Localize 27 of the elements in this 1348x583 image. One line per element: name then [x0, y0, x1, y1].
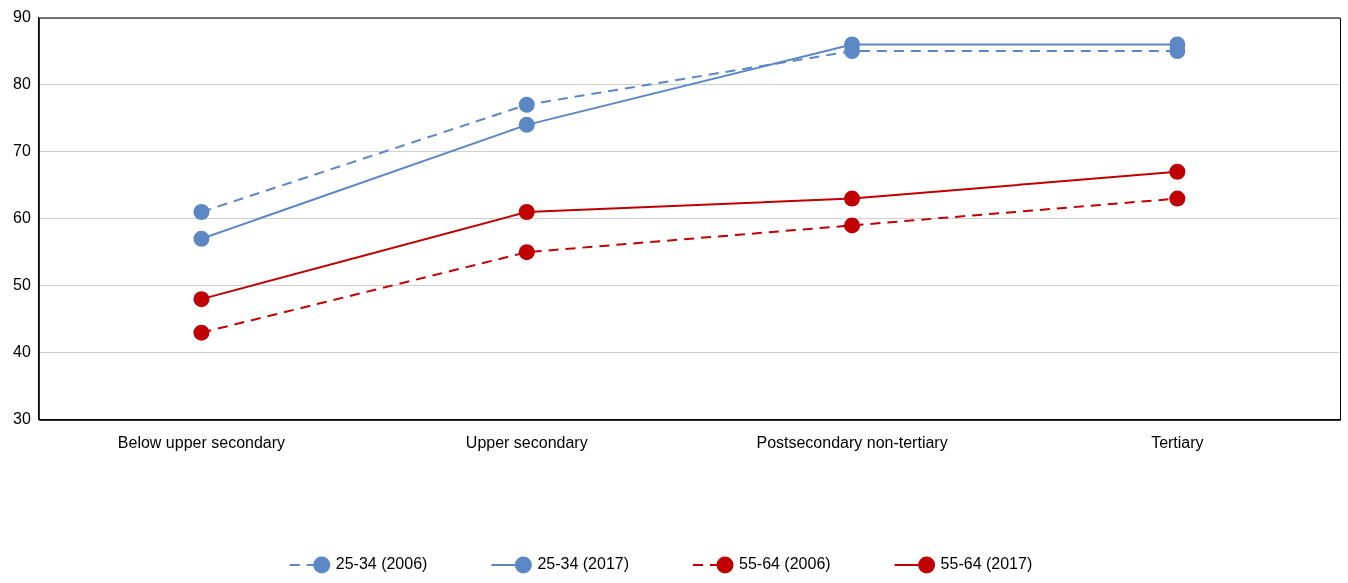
point [1169, 163, 1186, 180]
x-tick-label: Postsecondary non-tertiary [756, 433, 948, 451]
point [518, 204, 535, 220]
x-tick-label: Tertiary [1151, 433, 1204, 451]
legend-label: 25-34 (2006) [335, 555, 428, 573]
point [193, 230, 210, 247]
point [844, 217, 861, 234]
y-tick-label: 30 [13, 410, 31, 428]
y-tick-label: 80 [13, 75, 31, 93]
point [193, 324, 210, 341]
y-tick-label: 40 [13, 343, 31, 361]
point [844, 190, 861, 207]
legend-label: 55-64 (2017) [940, 555, 1033, 573]
legend-label: 55-64 (2006) [739, 555, 831, 573]
y-tick-label: 50 [13, 276, 31, 294]
point [1169, 190, 1186, 207]
point [193, 204, 210, 220]
y-tick-label: 60 [13, 209, 31, 227]
y-tick-label: 70 [13, 142, 31, 160]
point [518, 96, 535, 113]
point [518, 244, 535, 261]
x-tick-label: Upper secondary [465, 433, 588, 451]
y-tick-label: 90 [13, 8, 31, 26]
legend-label: 25-34 (2017) [537, 555, 630, 573]
x-tick-label: Below upper secondary [117, 433, 286, 451]
point [193, 291, 210, 308]
point [518, 116, 535, 133]
